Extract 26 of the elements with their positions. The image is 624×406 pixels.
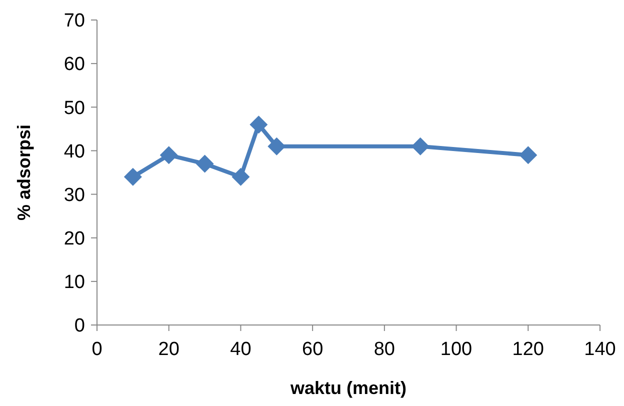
x-tick-label: 40 [230, 339, 252, 360]
y-tick-label: 60 [64, 54, 85, 76]
y-axis-title: % adsorpsi [14, 124, 34, 221]
x-tick-label: 140 [584, 339, 616, 360]
y-tick-label: 30 [64, 184, 85, 206]
point [250, 116, 268, 134]
point [124, 168, 142, 186]
point [196, 154, 214, 173]
point [268, 137, 286, 156]
x-tick-label: 100 [440, 339, 472, 360]
point [519, 146, 538, 164]
point [232, 168, 250, 186]
y-tick-label: 20 [64, 228, 85, 250]
y-tick-label: 50 [64, 98, 85, 119]
y-tick-label: 0 [74, 316, 85, 337]
y-tick-label: 40 [64, 141, 85, 162]
point [160, 146, 178, 164]
x-tick-label: 20 [158, 339, 180, 360]
x-tick-label: 60 [302, 339, 324, 360]
x-tick-label: 120 [512, 339, 544, 360]
point [411, 137, 430, 156]
x-axis-title: waktu (menit) [289, 378, 407, 398]
x-tick-label: 80 [374, 339, 395, 360]
y-tick-label: 10 [64, 272, 85, 294]
x-tick-label: 0 [92, 339, 102, 360]
y-tick-label: 70 [64, 10, 85, 32]
